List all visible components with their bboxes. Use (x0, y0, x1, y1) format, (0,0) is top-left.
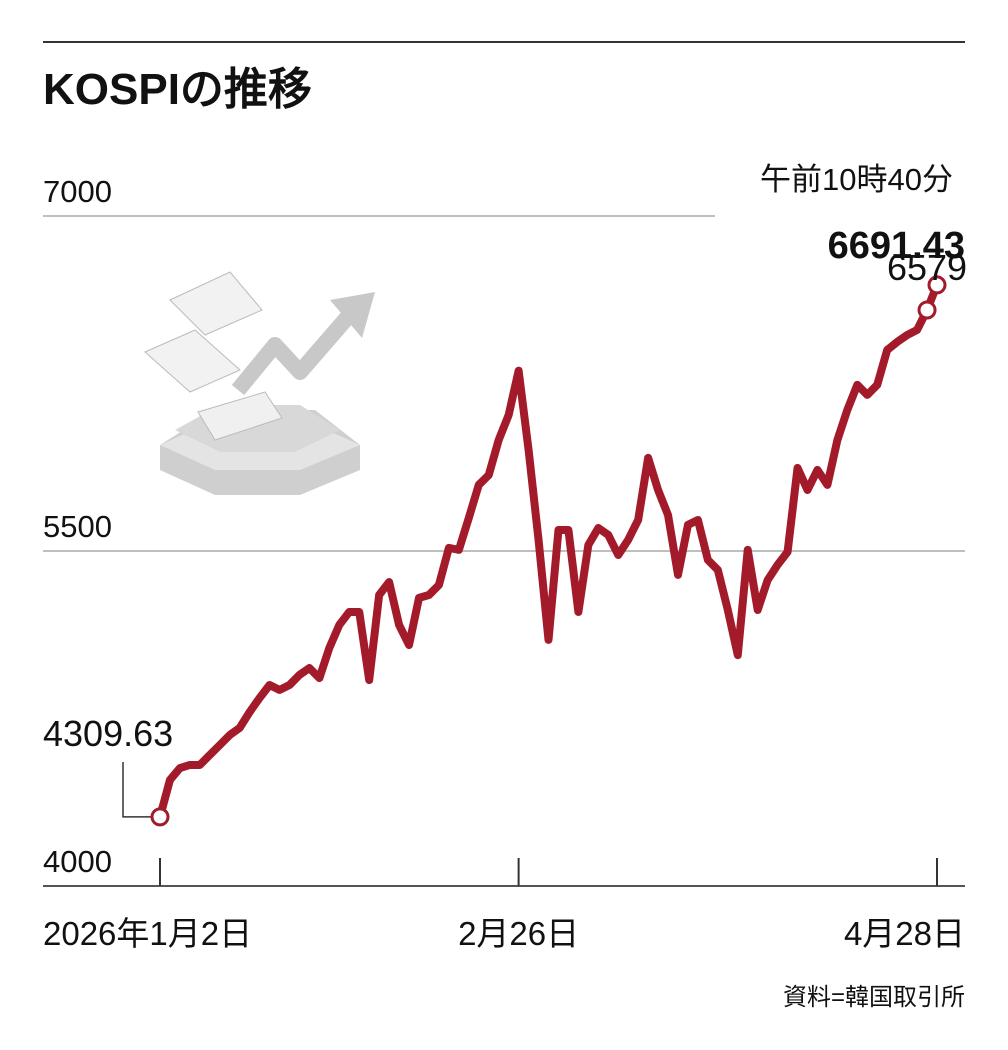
leader-line (122, 762, 152, 818)
chart-title: KOSPIの推移 (43, 65, 312, 114)
y-tick-label: 4000 (43, 844, 112, 879)
point-marker (917, 300, 937, 320)
line (156, 280, 941, 821)
data-label: 6579 (887, 247, 967, 288)
y-tick-label: 5500 (43, 509, 112, 544)
x-tick-label: 2026年1月2日 (43, 915, 252, 952)
x-tick-label: 4月28日 (844, 915, 965, 952)
time-note: 午前10時40分 (760, 162, 953, 197)
illustration (144, 271, 375, 495)
y-tick-label: 7000 (43, 174, 112, 209)
data-label: 4309.63 (43, 713, 173, 754)
source: 資料=韓国取引所 (783, 984, 965, 1011)
point-marker (927, 275, 947, 295)
x-tick-label: 2月26日 (458, 915, 579, 952)
data-label: 6691.43 (828, 225, 965, 267)
point-marker (150, 807, 170, 827)
